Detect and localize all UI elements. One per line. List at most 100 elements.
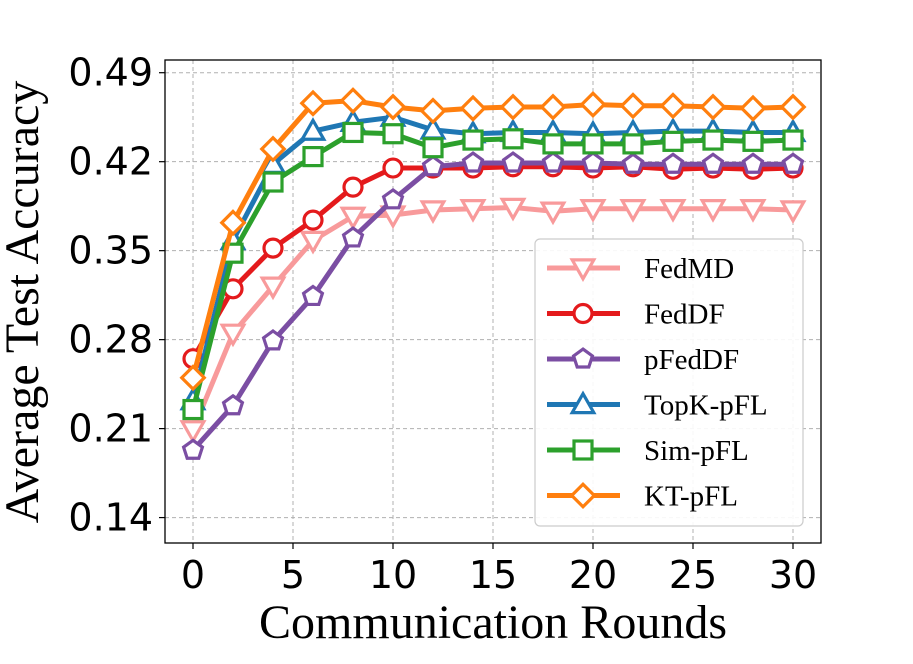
series-line-pfeddf — [191, 160, 793, 452]
series-fedmd — [179, 197, 807, 444]
y-tick-label: 0.49 — [68, 51, 153, 95]
x-tick-label: 15 — [469, 553, 517, 597]
x-tick-label: 0 — [181, 553, 205, 597]
data-point-fedmd — [659, 199, 687, 223]
data-point-pfeddf — [181, 438, 205, 460]
data-point-sim-pfl — [422, 137, 444, 159]
data-point-pfeddf — [421, 154, 445, 177]
data-point-sim-pfl — [702, 129, 724, 151]
data-point-kt-pfl — [219, 209, 247, 237]
data-point-pfeddf — [501, 151, 525, 173]
legend-item-sim-pfl: Sim-pFL — [547, 435, 749, 467]
data-point-kt-pfl — [419, 97, 447, 125]
legend-marker-kt-pfl — [569, 481, 597, 510]
legend-item-feddf: FedDF — [547, 299, 725, 331]
data-point-fedmd — [779, 200, 807, 225]
data-point-kt-pfl — [699, 93, 727, 121]
data-point-pfeddf — [581, 151, 605, 173]
data-point-kt-pfl — [579, 90, 607, 118]
legend-label-feddf: FedDF — [644, 299, 725, 331]
y-tick-label: 0.14 — [68, 496, 153, 540]
data-point-sim-pfl — [462, 129, 484, 151]
data-point-sim-pfl — [382, 123, 404, 145]
data-point-kt-pfl — [539, 93, 567, 121]
data-point-pfeddf — [781, 152, 805, 174]
data-point-kt-pfl — [459, 94, 487, 122]
data-point-fedmd — [499, 197, 527, 222]
data-point-pfeddf — [741, 152, 765, 174]
data-point-sim-pfl — [342, 121, 364, 144]
x-tick-label: 20 — [569, 553, 617, 597]
data-point-sim-pfl — [582, 133, 604, 155]
series-sim-pfl — [182, 121, 804, 421]
legend-label-kt-pfl: KT-pFL — [644, 481, 738, 513]
data-point-pfeddf — [461, 151, 485, 173]
data-point-kt-pfl — [299, 89, 327, 117]
data-point-pfeddf — [221, 393, 245, 416]
data-point-fedmd — [619, 199, 647, 223]
data-point-sim-pfl — [262, 171, 284, 193]
legend-label-fedmd: FedMD — [644, 253, 734, 285]
data-point-fedmd — [219, 323, 247, 348]
x-tick-label: 25 — [669, 553, 717, 597]
series-kt-pfl — [179, 87, 807, 392]
series-pfeddf — [181, 151, 805, 460]
legend-marker-feddf — [572, 302, 594, 325]
data-point-feddf — [302, 209, 324, 231]
data-point-kt-pfl — [339, 87, 367, 115]
y-axis-label: Average Test Accuracy — [0, 81, 49, 524]
legend-label-sim-pfl: Sim-pFL — [644, 435, 749, 467]
legend-label-topk-pfl: TopK-pFL — [644, 390, 768, 422]
series-layer — [179, 87, 807, 460]
data-point-fedmd — [179, 420, 207, 444]
y-tick-label: 0.28 — [68, 318, 153, 362]
series-line-feddf — [190, 164, 794, 360]
data-point-sim-pfl — [182, 398, 204, 421]
data-point-kt-pfl — [179, 364, 207, 392]
legend-item-topk-pfl: TopK-pFL — [547, 390, 768, 422]
data-point-sim-pfl — [782, 129, 804, 151]
data-point-fedmd — [299, 230, 327, 255]
data-point-fedmd — [459, 199, 487, 223]
x-tick-label: 5 — [281, 553, 305, 597]
legend-marker-topk-pfl — [569, 390, 597, 415]
data-point-pfeddf — [621, 152, 645, 174]
series-line-sim-pfl — [190, 129, 794, 411]
data-point-pfeddf — [261, 329, 285, 351]
data-point-sim-pfl — [742, 130, 764, 152]
data-point-feddf — [342, 176, 364, 198]
y-tick-label: 0.42 — [68, 140, 153, 184]
legend-marker-fedmd — [569, 258, 597, 283]
data-point-pfeddf — [341, 226, 365, 248]
data-point-kt-pfl — [379, 93, 407, 121]
data-point-kt-pfl — [659, 92, 687, 120]
data-point-topk-pfl — [299, 117, 327, 141]
data-point-sim-pfl — [622, 133, 644, 155]
data-point-pfeddf — [381, 187, 405, 210]
data-point-pfeddf — [661, 152, 685, 174]
x-tick-label: 10 — [369, 553, 417, 597]
x-axis-label: Communication Rounds — [259, 596, 727, 649]
data-point-fedmd — [579, 199, 607, 223]
legend-marker-pfeddf — [571, 347, 595, 369]
series-line-fedmd — [190, 204, 794, 431]
data-point-kt-pfl — [499, 93, 527, 121]
data-point-pfeddf — [301, 284, 325, 307]
data-point-pfeddf — [701, 152, 725, 174]
data-point-feddf — [262, 237, 284, 259]
data-point-kt-pfl — [259, 135, 287, 163]
y-tick-label: 0.21 — [68, 407, 153, 451]
legend-box — [534, 238, 804, 527]
legend-item-pfeddf: pFedDF — [547, 344, 739, 376]
data-point-fedmd — [739, 199, 767, 223]
legend-label-pfeddf: pFedDF — [644, 344, 739, 376]
legend-marker-sim-pfl — [572, 439, 594, 461]
data-point-fedmd — [339, 206, 367, 231]
legend-item-fedmd: FedMD — [547, 253, 734, 285]
series-line-kt-pfl — [190, 98, 794, 379]
data-point-feddf — [382, 157, 404, 179]
data-point-fedmd — [419, 200, 447, 225]
series-line-topk-pfl — [190, 114, 793, 402]
data-point-kt-pfl — [779, 93, 807, 121]
